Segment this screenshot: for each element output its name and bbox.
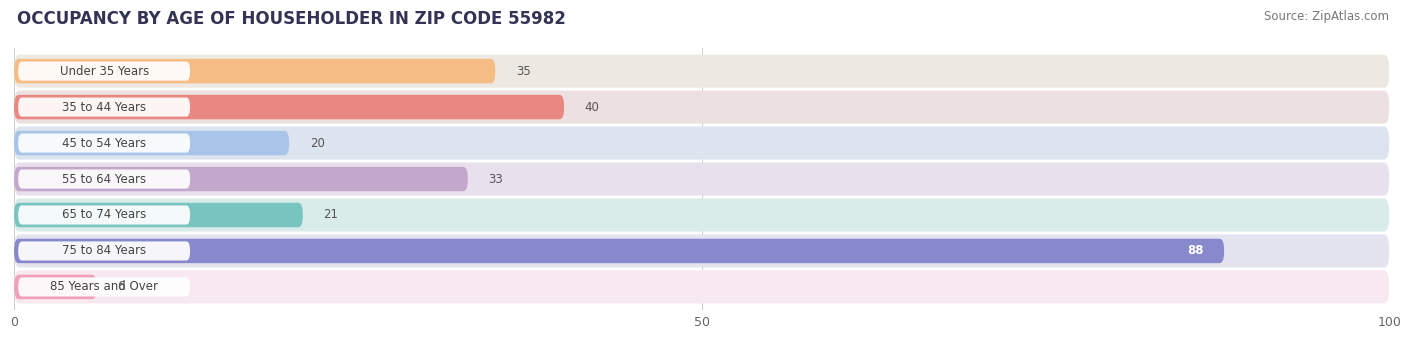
Text: 75 to 84 Years: 75 to 84 Years xyxy=(62,244,146,257)
Text: OCCUPANCY BY AGE OF HOUSEHOLDER IN ZIP CODE 55982: OCCUPANCY BY AGE OF HOUSEHOLDER IN ZIP C… xyxy=(17,10,565,28)
Text: 21: 21 xyxy=(323,208,339,222)
FancyBboxPatch shape xyxy=(14,203,302,227)
Text: 20: 20 xyxy=(309,136,325,150)
FancyBboxPatch shape xyxy=(14,127,1389,160)
FancyBboxPatch shape xyxy=(18,277,190,296)
FancyBboxPatch shape xyxy=(18,169,190,189)
Text: 33: 33 xyxy=(488,173,503,186)
FancyBboxPatch shape xyxy=(18,62,190,81)
FancyBboxPatch shape xyxy=(14,162,1389,196)
FancyBboxPatch shape xyxy=(18,241,190,261)
Text: 35 to 44 Years: 35 to 44 Years xyxy=(62,101,146,114)
Text: 6: 6 xyxy=(117,280,125,293)
Text: 35: 35 xyxy=(516,65,530,78)
Text: Under 35 Years: Under 35 Years xyxy=(59,65,149,78)
FancyBboxPatch shape xyxy=(14,198,1389,232)
FancyBboxPatch shape xyxy=(14,55,1389,88)
FancyBboxPatch shape xyxy=(14,239,1225,263)
FancyBboxPatch shape xyxy=(14,59,495,83)
Text: 55 to 64 Years: 55 to 64 Years xyxy=(62,173,146,186)
FancyBboxPatch shape xyxy=(14,95,564,119)
FancyBboxPatch shape xyxy=(14,91,1389,124)
Text: 65 to 74 Years: 65 to 74 Years xyxy=(62,208,146,222)
Text: 45 to 54 Years: 45 to 54 Years xyxy=(62,136,146,150)
FancyBboxPatch shape xyxy=(18,134,190,152)
Text: 85 Years and Over: 85 Years and Over xyxy=(51,280,157,293)
Text: 88: 88 xyxy=(1187,244,1204,257)
FancyBboxPatch shape xyxy=(14,167,468,191)
Text: Source: ZipAtlas.com: Source: ZipAtlas.com xyxy=(1264,10,1389,23)
FancyBboxPatch shape xyxy=(14,131,290,155)
FancyBboxPatch shape xyxy=(18,206,190,224)
FancyBboxPatch shape xyxy=(18,98,190,117)
FancyBboxPatch shape xyxy=(14,234,1389,267)
FancyBboxPatch shape xyxy=(14,270,1389,303)
FancyBboxPatch shape xyxy=(14,275,97,299)
Text: 40: 40 xyxy=(585,101,599,114)
